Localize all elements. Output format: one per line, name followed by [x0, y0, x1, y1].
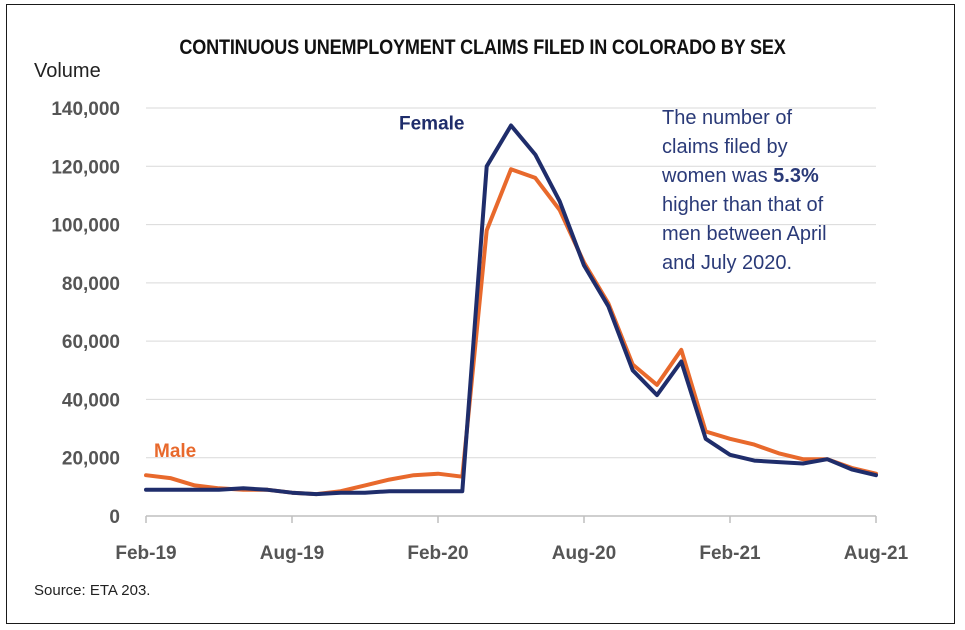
annotation-line: men between April	[662, 223, 827, 245]
x-tick-label: Feb-20	[407, 543, 468, 564]
y-tick-label: 140,000	[51, 99, 120, 120]
annotation-line: higher than that of	[662, 194, 824, 216]
annotation-line: claims filed by	[662, 136, 788, 158]
y-tick-label: 120,000	[51, 157, 120, 178]
y-tick-label: 60,000	[62, 332, 120, 353]
annotation-text: The number of claims filed by women was …	[662, 104, 912, 278]
x-tick-label: Feb-19	[115, 543, 176, 564]
series-lines	[144, 123, 878, 497]
annotation-highlight: 5.3%	[773, 165, 819, 187]
y-tick-label: 80,000	[62, 274, 120, 295]
x-tick-label: Feb-21	[699, 543, 761, 564]
y-tick-label: 40,000	[62, 390, 120, 411]
series-label-female: Female	[399, 113, 464, 134]
y-axis-label: Volume	[34, 60, 101, 82]
y-tick-labels: 0 20,000 40,000 60,000 80,000 100,000 120,000 1…	[51, 99, 120, 528]
y-tick-label: 100,000	[51, 216, 120, 237]
y-tick-label: 0	[109, 507, 120, 528]
series-label-male: Male	[154, 441, 196, 462]
x-tick-label: Aug-20	[552, 543, 616, 564]
annotation-line: and July 2020.	[662, 252, 793, 274]
annotation-text-prefix: women was	[662, 165, 774, 187]
x-tick-label: Aug-19	[260, 543, 324, 564]
series-line-female	[144, 123, 878, 497]
source-note: Source: ETA 203.	[34, 582, 151, 599]
chart-frame	[6, 4, 955, 624]
series-labels: Male Female	[154, 113, 464, 462]
annotation-line: The number of	[662, 107, 793, 129]
chart-title: CONTINUOUS UNEMPLOYMENT CLAIMS FILED IN …	[179, 36, 786, 59]
x-axis: Feb-19 Aug-19 Feb-20 Aug-20 Feb-21 Aug-21	[115, 515, 909, 564]
grid-lines	[146, 107, 876, 459]
annotation-line: women was 5.3%	[662, 162, 912, 191]
y-tick-label: 20,000	[62, 449, 120, 470]
x-tick-label: Aug-21	[844, 543, 909, 564]
